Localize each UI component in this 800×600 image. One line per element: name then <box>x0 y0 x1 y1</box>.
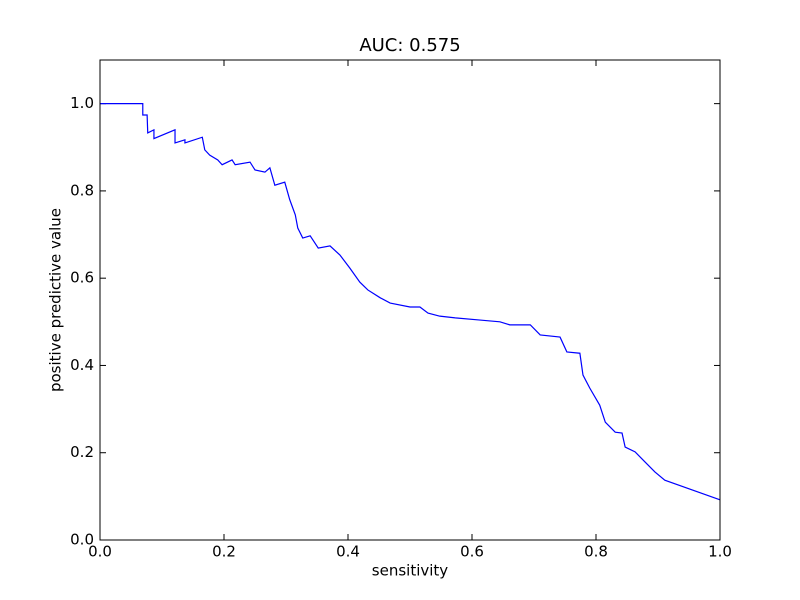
y-tick-label: 1.0 <box>70 94 94 112</box>
chart-title: AUC: 0.575 <box>359 35 460 56</box>
x-tick-label: 0.0 <box>88 543 112 561</box>
plot-frame <box>99 59 721 541</box>
x-tick-label: 0.4 <box>336 543 360 561</box>
y-tick-label: 0.2 <box>70 443 94 461</box>
x-tick-label: 0.2 <box>212 543 236 561</box>
y-axis-label: positive predictive value <box>47 208 65 392</box>
y-tick-label: 0.4 <box>70 356 94 374</box>
y-tick-label: 0.0 <box>70 531 94 549</box>
x-tick-label: 0.6 <box>460 543 484 561</box>
y-tick-label: 0.6 <box>70 269 94 287</box>
x-tick-label: 1.0 <box>708 543 732 561</box>
data-line <box>100 103 721 501</box>
y-tick-label: 0.8 <box>70 181 94 199</box>
x-axis-label: sensitivity <box>372 562 449 580</box>
x-tick-label: 0.8 <box>584 543 608 561</box>
